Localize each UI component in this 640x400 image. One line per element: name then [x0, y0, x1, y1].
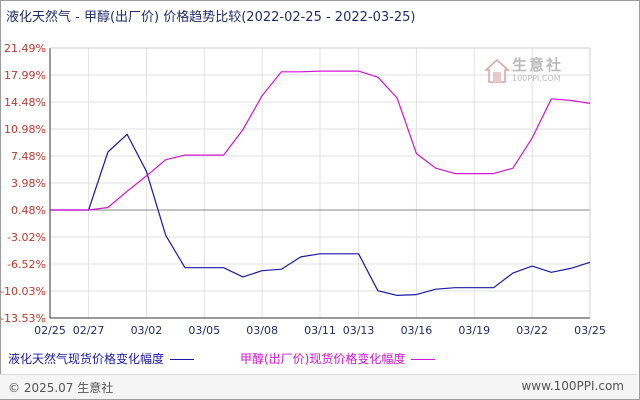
axes	[49, 47, 591, 319]
series-line-lng	[50, 133, 591, 296]
footer-copyright: © 2025.07 生意社	[8, 381, 114, 395]
x-tick-label: 03/02	[131, 324, 163, 337]
footer-site-link[interactable]: www.100PPI.com	[521, 379, 624, 393]
y-tick-label: 17.99%	[4, 69, 46, 82]
footer: © 2025.07 生意社 www.100PPI.com	[0, 374, 638, 399]
x-tick-label: 03/16	[401, 324, 433, 337]
y-tick-label: 10.98%	[4, 123, 46, 136]
x-tick-label: 03/11	[304, 324, 336, 337]
x-tick-label: 03/19	[458, 324, 490, 337]
y-tick-label: -3.02%	[7, 231, 46, 244]
x-tick-label: 03/05	[188, 324, 220, 337]
legend-item-methanol: 甲醇(出厂价)现货价格变化幅度	[240, 350, 436, 367]
house-logo-icon	[484, 58, 510, 83]
tick-labels: 21.49% 17.99% 14.48% 10.98% 7.48% 3.98% 0.48% -…	[0, 42, 606, 337]
watermark-url: 100PPI.COM	[512, 74, 561, 83]
legend-label-methanol: 甲醇(出厂价)现货价格变化幅度	[240, 352, 406, 366]
x-tick-label: 03/25	[574, 324, 606, 337]
watermark: 生意社 100PPI.COM	[478, 54, 578, 90]
y-tick-label: 0.48%	[11, 204, 46, 217]
y-tick-label: 7.48%	[11, 150, 46, 163]
watermark-name: 生意社	[512, 56, 564, 74]
y-tick-label: -13.53%	[0, 312, 46, 325]
legend-label-lng: 液化天然气现货价格变化幅度	[8, 352, 165, 366]
grid	[49, 47, 591, 319]
series-lines	[50, 70, 591, 296]
y-tick-label: 14.48%	[4, 96, 46, 109]
y-tick-label: -10.03%	[0, 285, 46, 298]
y-tick-label: 21.49%	[4, 42, 46, 55]
x-tick-label: 03/13	[343, 324, 375, 337]
x-tick-label: 02/25	[34, 324, 66, 337]
series-line-methanol	[50, 70, 591, 211]
y-tick-label: 3.98%	[11, 177, 46, 190]
chart-title: 液化天然气 - 甲醇(出厂价) 价格趋势比较(2022-02-25 - 2022…	[6, 10, 416, 25]
legend-swatch-methanol	[411, 359, 436, 360]
y-tick-label: -6.52%	[7, 258, 46, 271]
legend-item-lng: 液化天然气现货价格变化幅度	[8, 350, 195, 367]
x-tick-label: 02/27	[73, 324, 105, 337]
x-tick-label: 03/22	[516, 324, 548, 337]
legend-swatch-lng	[170, 359, 195, 360]
x-tick-label: 03/08	[246, 324, 278, 337]
